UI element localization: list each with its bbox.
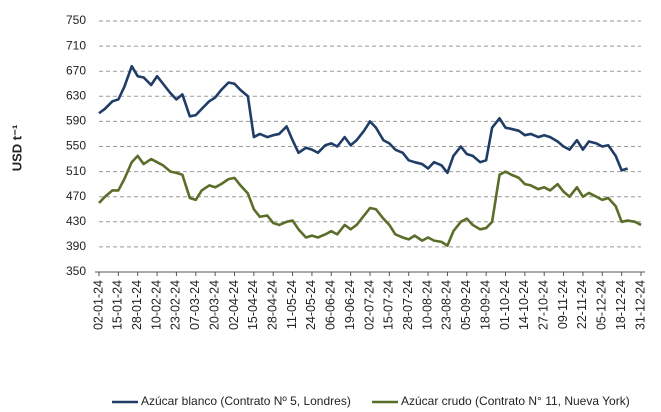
x-tick-label: 27-10-24 (537, 280, 551, 330)
x-tick-label: 31-12-24 (633, 280, 647, 330)
x-tick-label: 23-02-24 (169, 280, 183, 330)
x-tick-label: 10-02-24 (149, 280, 163, 330)
y-tick-label: 630 (66, 88, 86, 102)
x-tick-label: 01-10-24 (498, 280, 512, 330)
y-tick-label: 710 (66, 38, 86, 52)
series-line (99, 66, 641, 173)
x-tick-label: 15-01-24 (111, 280, 125, 330)
y-tick-label: 670 (66, 63, 86, 77)
y-tick-label: 390 (66, 239, 86, 253)
x-tick-label: 02-07-24 (362, 280, 376, 330)
x-tick-label: 28-07-24 (401, 280, 415, 330)
legend-label: Azúcar blanco (Contrato Nº 5, Londres) (141, 394, 351, 408)
x-tick-label: 02-01-24 (91, 280, 105, 330)
x-tick-label: 14-10-24 (517, 280, 531, 330)
y-axis-label: USD t⁻¹ (9, 125, 24, 172)
y-tick-label: 470 (66, 189, 86, 203)
legend-label: Azúcar crudo (Contrato N° 11, Nueva York… (401, 394, 630, 408)
x-tick-label: 07-03-24 (188, 280, 202, 330)
x-tick-label: 19-06-24 (343, 280, 357, 330)
y-tick-label: 430 (66, 214, 86, 228)
y-tick-label: 590 (66, 114, 86, 128)
x-tick-label: 10-08-24 (420, 280, 434, 330)
x-tick-label: 22-11-24 (575, 280, 589, 329)
x-tick-label: 15-07-24 (382, 280, 396, 330)
y-tick-label: 510 (66, 164, 86, 178)
x-tick-label: 11-05-24 (285, 280, 299, 329)
x-tick-label: 23-08-24 (440, 280, 454, 330)
x-tick-label: 20-03-24 (207, 280, 221, 330)
x-tick-label: 09-11-24 (556, 280, 570, 329)
x-tick-label: 24-05-24 (304, 280, 318, 330)
x-tick-label: 28-04-24 (266, 280, 280, 330)
x-tick-label: 05-12-24 (595, 280, 609, 330)
y-tick-label: 350 (66, 264, 86, 278)
x-tick-label: 15-04-24 (246, 280, 260, 330)
x-tick-label: 05-09-24 (459, 280, 473, 330)
y-tick-label: 550 (66, 139, 86, 153)
y-tick-label: 750 (66, 13, 86, 27)
series-line (98, 154, 642, 247)
x-tick-label: 18-09-24 (478, 280, 492, 330)
x-tick-label: 28-01-24 (130, 280, 144, 330)
x-tick-label: 18-12-24 (614, 280, 628, 330)
x-tick-label: 02-04-24 (227, 280, 241, 330)
x-tick-label: 06-06-24 (324, 280, 338, 330)
